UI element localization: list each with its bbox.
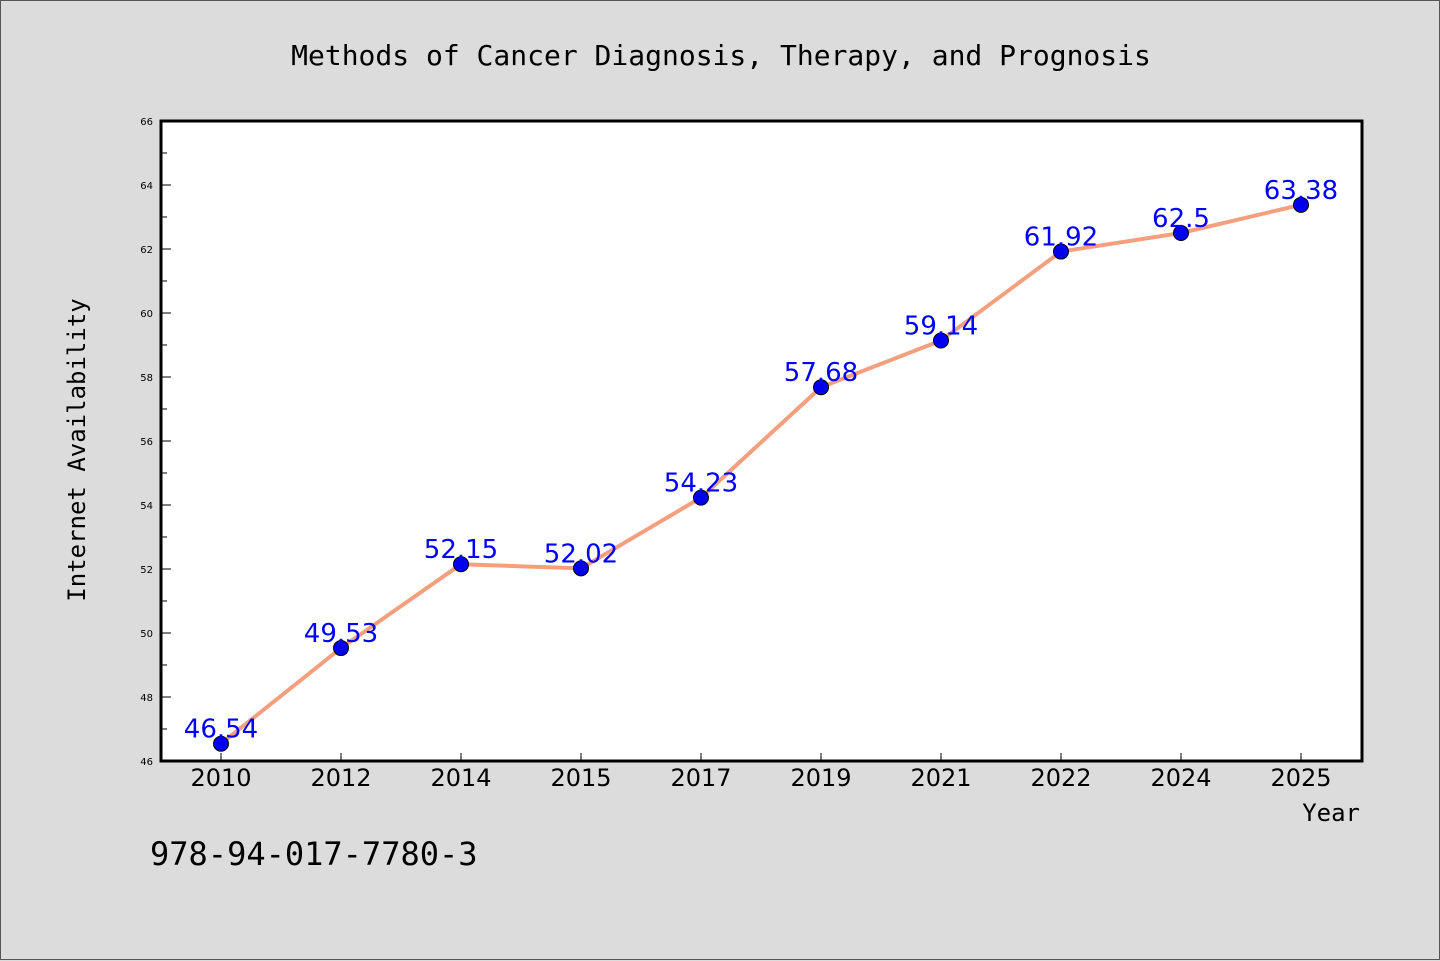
x-tick-label: 2021	[910, 764, 971, 792]
y-tick-label: 54	[140, 501, 153, 512]
y-tick-label: 50	[140, 629, 153, 640]
y-tick-label: 60	[140, 309, 153, 320]
x-tick-label: 2022	[1030, 764, 1091, 792]
y-tick-label: 48	[140, 693, 153, 704]
chart-title: Methods of Cancer Diagnosis, Therapy, an…	[291, 39, 1151, 72]
data-point-marker	[573, 560, 589, 577]
x-tick-label: 2025	[1270, 764, 1331, 792]
data-point-marker	[453, 556, 469, 573]
data-label: 57.68	[784, 358, 858, 388]
data-point-marker	[1053, 243, 1069, 260]
x-tick-label: 2010	[190, 764, 251, 792]
data-label: 63.38	[1264, 176, 1338, 206]
data-label: 52.02	[544, 539, 618, 569]
y-tick-label: 52	[140, 565, 153, 576]
data-point-marker	[813, 379, 829, 396]
data-label: 61.92	[1024, 223, 1098, 253]
y-tick-label: 64	[140, 181, 153, 192]
data-label: 52.15	[424, 535, 498, 565]
x-axis-ticks: 2010 2012 2014 2015 2017 2019 2021 2022 2024 2025	[190, 753, 1332, 792]
y-tick-label: 58	[140, 373, 153, 384]
x-tick-label: 2019	[790, 764, 851, 792]
x-tick-label: 2015	[550, 764, 611, 792]
data-label: 59.14	[904, 312, 978, 342]
data-point-marker	[693, 489, 709, 506]
data-label: 54.23	[664, 469, 738, 499]
x-tick-label: 2024	[1150, 764, 1211, 792]
x-tick-label: 2014	[430, 764, 491, 792]
x-tick-label: 2017	[670, 764, 731, 792]
y-axis-label: Internet Availability	[63, 298, 91, 601]
x-tick-label: 2012	[310, 764, 371, 792]
data-label: 46.54	[184, 715, 258, 745]
isbn-text: 978-94-017-7780-3	[150, 835, 478, 873]
y-axis-ticks: 46 48 50 52 54 56 58 60 62 64 66	[140, 117, 171, 768]
series-line	[219, 202, 1302, 746]
y-tick-label: 56	[140, 437, 153, 448]
data-point-marker	[1173, 225, 1189, 241]
series-line-group	[213, 196, 1309, 752]
data-label: 62.5	[1152, 204, 1210, 234]
data-point-marker	[1293, 196, 1309, 213]
y-tick-label: 46	[140, 757, 153, 768]
y-tick-label: 66	[140, 117, 153, 128]
y-tick-label: 62	[140, 245, 153, 256]
x-axis-label: Year	[1302, 799, 1360, 827]
data-label: 49.53	[304, 619, 378, 649]
data-label-group: 46.54 49.53 52.15 52.02 54.23 57.68 59.14 61.92…	[184, 176, 1338, 745]
data-point-marker	[933, 332, 949, 349]
data-point-marker	[333, 640, 349, 657]
data-point-marker	[213, 735, 229, 752]
